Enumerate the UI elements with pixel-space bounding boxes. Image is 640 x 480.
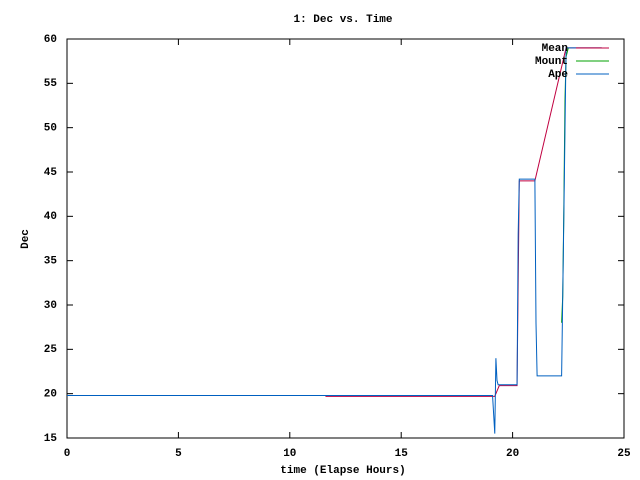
x-axis-label: time (Elapse Hours) xyxy=(280,465,405,477)
legend-label: Mean xyxy=(542,43,568,55)
legend-label: Ape xyxy=(548,69,568,81)
y-tick-label: 60 xyxy=(44,34,57,46)
x-tick-label: 5 xyxy=(175,448,182,460)
y-tick-label: 45 xyxy=(44,167,58,179)
y-tick-label: 25 xyxy=(44,344,58,356)
plot-frame xyxy=(66,38,625,439)
y-tick-label: 50 xyxy=(44,123,57,135)
x-tick-label: 15 xyxy=(395,448,409,460)
y-tick-label: 30 xyxy=(44,300,57,312)
y-tick-label: 55 xyxy=(44,78,58,90)
y-axis-label: Dec xyxy=(20,229,32,249)
x-tick-label: 25 xyxy=(617,448,631,460)
legend-label: Mount xyxy=(535,56,568,68)
series-line xyxy=(67,47,602,434)
y-tick-label: 15 xyxy=(44,433,58,445)
x-tick-label: 20 xyxy=(506,448,519,460)
y-tick-label: 35 xyxy=(44,256,58,268)
chart-title: 1: Dec vs. Time xyxy=(293,14,392,26)
x-tick-label: 0 xyxy=(64,448,71,460)
y-tick-label: 20 xyxy=(44,389,57,401)
series-line xyxy=(325,47,602,397)
x-tick-label: 10 xyxy=(283,448,296,460)
y-tick-label: 40 xyxy=(44,211,57,223)
